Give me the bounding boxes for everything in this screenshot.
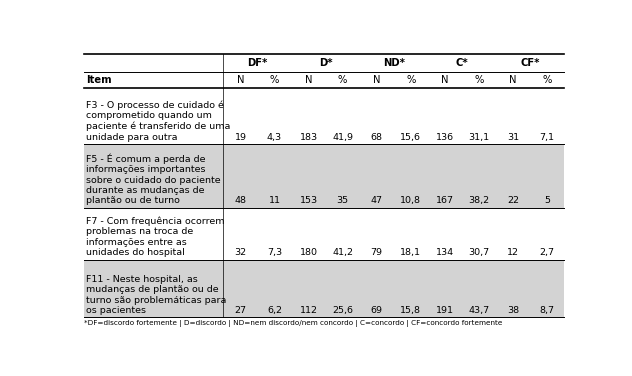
Text: ND*: ND*: [383, 58, 404, 68]
Text: %: %: [270, 75, 279, 85]
Text: 167: 167: [435, 196, 454, 205]
Text: 38: 38: [507, 306, 519, 315]
Text: 22: 22: [507, 196, 519, 205]
Bar: [84, 88, 564, 144]
Text: 38,2: 38,2: [468, 196, 489, 205]
Bar: [84, 144, 564, 208]
Text: 30,7: 30,7: [468, 248, 489, 257]
Text: 43,7: 43,7: [468, 306, 489, 315]
Text: 48: 48: [234, 196, 246, 205]
Text: 79: 79: [371, 248, 382, 257]
Text: N: N: [237, 75, 244, 85]
Text: 136: 136: [435, 133, 454, 142]
Text: 153: 153: [300, 196, 318, 205]
Text: D*: D*: [319, 58, 332, 68]
Text: 15,6: 15,6: [400, 133, 421, 142]
Text: 5: 5: [544, 196, 550, 205]
Text: 19: 19: [234, 133, 246, 142]
Bar: [84, 259, 564, 317]
Text: 32: 32: [234, 248, 246, 257]
Text: 41,2: 41,2: [332, 248, 353, 257]
Text: %: %: [338, 75, 348, 85]
Text: 15,8: 15,8: [400, 306, 421, 315]
Text: 31,1: 31,1: [468, 133, 489, 142]
Text: %: %: [542, 75, 552, 85]
Text: 31: 31: [507, 133, 519, 142]
Text: 4,3: 4,3: [267, 133, 282, 142]
Text: %: %: [474, 75, 483, 85]
Text: N: N: [441, 75, 449, 85]
Bar: [84, 54, 564, 88]
Text: 27: 27: [234, 306, 246, 315]
Text: C*: C*: [456, 58, 468, 68]
Text: 35: 35: [337, 196, 349, 205]
Text: F7 - Com frequência ocorrem
problemas na troca de
informações entre as
unidades : F7 - Com frequência ocorrem problemas na…: [86, 217, 224, 257]
Text: 134: 134: [435, 248, 454, 257]
Text: 2,7: 2,7: [539, 248, 554, 257]
Text: Item: Item: [86, 75, 111, 85]
Text: 112: 112: [300, 306, 318, 315]
Text: 25,6: 25,6: [332, 306, 353, 315]
Text: %: %: [406, 75, 415, 85]
Text: 69: 69: [371, 306, 382, 315]
Bar: [84, 208, 564, 259]
Text: 10,8: 10,8: [400, 196, 421, 205]
Text: 41,9: 41,9: [332, 133, 353, 142]
Text: F11 - Neste hospital, as
mudanças de plantão ou de
turno são problemáticas para
: F11 - Neste hospital, as mudanças de pla…: [86, 275, 226, 315]
Text: DF*: DF*: [247, 58, 268, 68]
Text: *DF=discordo fortemente | D=discordo | ND=nem discordo/nem concordo | C=concordo: *DF=discordo fortemente | D=discordo | N…: [84, 320, 502, 327]
Text: 8,7: 8,7: [539, 306, 554, 315]
Text: 191: 191: [435, 306, 454, 315]
Text: 18,1: 18,1: [400, 248, 421, 257]
Text: F5 - É comum a perda de
informações importantes
sobre o cuidado do paciente
dura: F5 - É comum a perda de informações impo…: [86, 153, 221, 205]
Text: 7,1: 7,1: [539, 133, 554, 142]
Text: 183: 183: [300, 133, 318, 142]
Text: 68: 68: [371, 133, 382, 142]
Text: N: N: [305, 75, 312, 85]
Text: 11: 11: [269, 196, 281, 205]
Text: 12: 12: [507, 248, 519, 257]
Text: N: N: [509, 75, 516, 85]
Text: F3 - O processo de cuidado é
comprometido quando um
paciente é transferido de um: F3 - O processo de cuidado é comprometid…: [86, 100, 230, 142]
Text: 180: 180: [300, 248, 318, 257]
Text: 7,3: 7,3: [267, 248, 282, 257]
Text: CF*: CF*: [520, 58, 540, 68]
Text: N: N: [373, 75, 380, 85]
Text: 6,2: 6,2: [267, 306, 282, 315]
Text: 47: 47: [371, 196, 382, 205]
